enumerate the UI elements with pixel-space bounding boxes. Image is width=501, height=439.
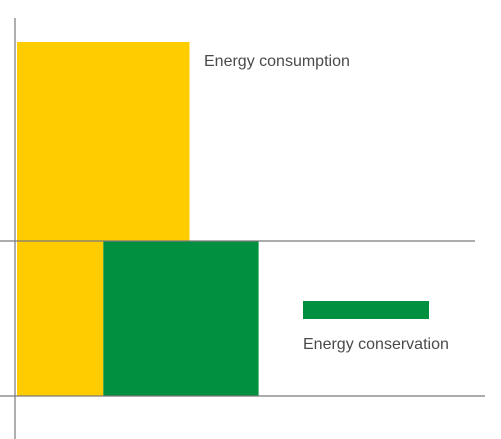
legend-swatch-conservation bbox=[303, 301, 429, 319]
bar-consumption-0 bbox=[17, 42, 190, 241]
label-energy-conservation: Energy conservation bbox=[303, 336, 449, 353]
bar-conservation-0 bbox=[103, 241, 259, 396]
label-energy-consumption: Energy consumption bbox=[204, 53, 350, 70]
bars-layer bbox=[17, 42, 259, 396]
axes-layer bbox=[0, 18, 485, 439]
bar-consumption-1 bbox=[17, 241, 104, 396]
legend-layer bbox=[303, 301, 429, 319]
